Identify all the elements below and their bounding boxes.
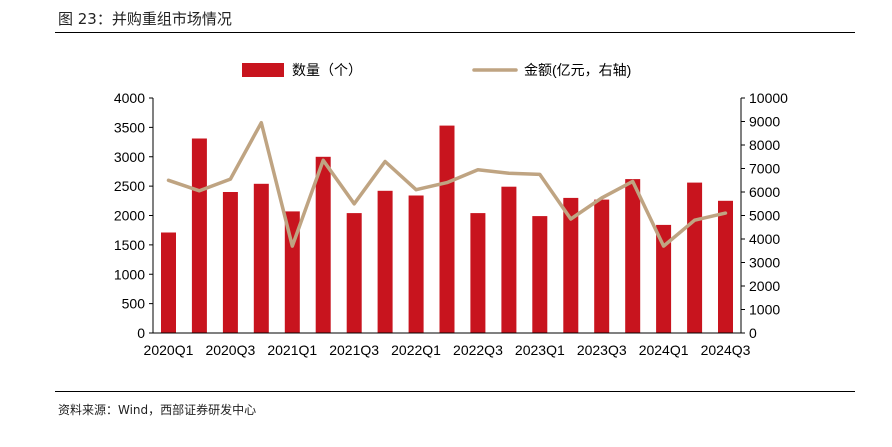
x-tick-label: 2024Q1 xyxy=(639,342,689,358)
bar-2022Q3 xyxy=(470,213,486,333)
y-left-tick-label: 4000 xyxy=(114,90,145,106)
y-right-tick-label: 5000 xyxy=(749,208,780,224)
y-left-tick-label: 2000 xyxy=(114,208,145,224)
title-divider xyxy=(55,32,855,33)
figure-title: 图 23：并购重组市场情况 xyxy=(58,10,232,28)
bar-2022Q4 xyxy=(501,186,517,333)
bar-2020Q4 xyxy=(253,183,269,333)
x-tick-label: 2023Q1 xyxy=(515,342,565,358)
x-tick-label: 2024Q3 xyxy=(701,342,751,358)
y-left-tick-label: 1000 xyxy=(114,266,145,282)
source-divider xyxy=(55,391,855,392)
bar-2020Q1 xyxy=(161,232,176,333)
y-left-tick-label: 1500 xyxy=(114,237,145,253)
y-right-tick-label: 3000 xyxy=(749,255,780,271)
bar-2023Q4 xyxy=(625,179,641,333)
y-left-tick-label: 3500 xyxy=(114,119,145,135)
x-tick-label: 2023Q3 xyxy=(577,342,627,358)
y-right-tick-label: 2000 xyxy=(749,278,780,294)
x-tick-label: 2020Q1 xyxy=(144,342,194,358)
legend-bar-swatch xyxy=(242,63,284,77)
y-left-tick-label: 3000 xyxy=(114,149,145,165)
bar-2020Q3 xyxy=(222,192,238,333)
y-right-tick-label: 9000 xyxy=(749,114,780,130)
y-left-tick-label: 2500 xyxy=(114,178,145,194)
y-right-tick-label: 0 xyxy=(749,325,757,341)
bar-2021Q1 xyxy=(284,211,300,333)
y-left-tick-label: 500 xyxy=(122,296,146,312)
y-right-tick-label: 4000 xyxy=(749,231,780,247)
bar-2021Q2 xyxy=(315,156,331,334)
x-tick-label: 2020Q3 xyxy=(205,342,255,358)
bar-2022Q2 xyxy=(439,125,455,333)
bar-2024Q2 xyxy=(687,182,703,333)
y-right-tick-label: 10000 xyxy=(749,90,788,106)
y-right-tick-label: 7000 xyxy=(749,161,780,177)
legend-bar-label: 数量（个） xyxy=(292,62,362,78)
x-tick-label: 2021Q1 xyxy=(267,342,317,358)
y-right-tick-label: 8000 xyxy=(749,137,780,153)
bar-2022Q1 xyxy=(408,195,424,333)
bar-2024Q1 xyxy=(656,224,672,333)
bar-2023Q1 xyxy=(532,216,548,333)
x-tick-label: 2021Q3 xyxy=(329,342,379,358)
y-right-tick-label: 6000 xyxy=(749,184,780,200)
bar-2020Q2 xyxy=(191,138,207,333)
source-note: 资料来源：Wind，西部证券研发中心 xyxy=(58,403,257,417)
bar-2023Q3 xyxy=(594,199,610,333)
x-tick-label: 2022Q3 xyxy=(453,342,503,358)
y-left-tick-label: 0 xyxy=(137,325,145,341)
bar-2024Q3 xyxy=(718,200,733,333)
bar-2023Q2 xyxy=(563,197,579,333)
bar-2021Q4 xyxy=(377,190,393,333)
legend-line-label: 金额(亿元，右轴) xyxy=(524,62,631,78)
x-tick-label: 2022Q1 xyxy=(391,342,441,358)
y-right-tick-label: 1000 xyxy=(749,302,780,318)
bar-2021Q3 xyxy=(346,213,362,333)
